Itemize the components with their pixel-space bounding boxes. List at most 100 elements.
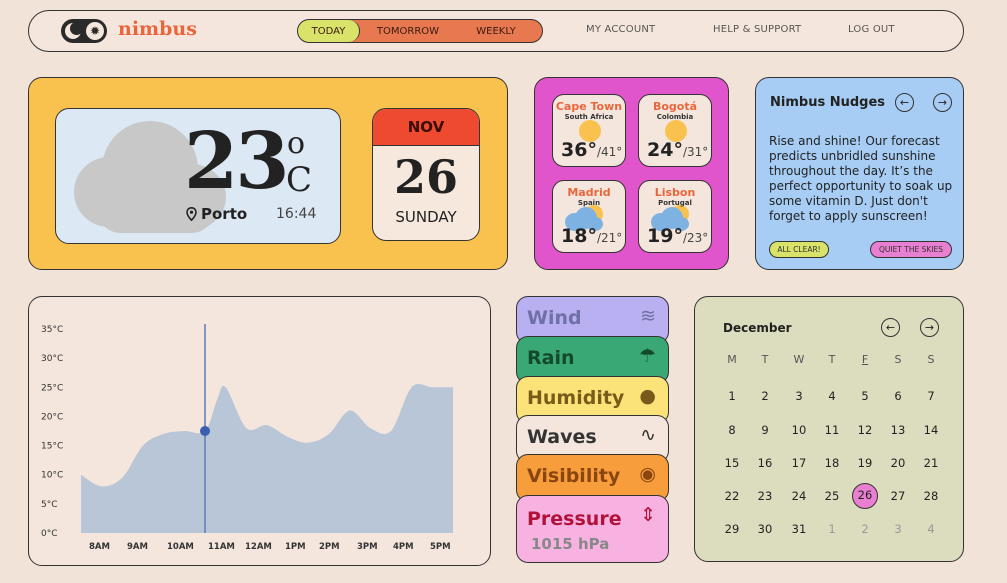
city-tile-lisbon[interactable]: Lisbon Portugal 19°/23° [638,180,712,253]
calendar-day[interactable]: 3 [894,522,902,536]
date-tile: NOV 26 SUNDAY [372,108,480,241]
calendar-weekday: M [727,353,737,366]
calendar-day[interactable]: 18 [824,456,840,470]
time-marker-dot[interactable] [200,426,210,436]
calendar-day[interactable]: 6 [894,389,902,403]
city-name: Madrid [567,186,611,199]
metric-label: Wind [527,307,582,329]
calendar-day[interactable]: 2 [861,522,869,536]
waves-icon: ∿ [640,424,656,446]
nudge-prev-button[interactable]: ← [895,93,914,112]
sun-icon: ✹ [86,22,104,40]
nudge-next-button[interactable]: → [933,93,952,112]
current-temperature: 23 [184,116,290,207]
calendar-day[interactable]: 13 [890,423,906,437]
city-country: Portugal [658,199,692,207]
pressure-value: 1015 hPa [531,535,610,553]
y-tick-label: 15°C [41,442,63,452]
sun-icon [579,120,601,142]
calendar-day[interactable]: 22 [724,489,740,503]
degree-symbol: o [287,126,306,161]
metric-label: Visibility [527,465,621,487]
metric-label: Rain [527,347,575,369]
calendar-prev-button[interactable]: ← [881,318,900,337]
calendar-day[interactable]: 24 [791,489,807,503]
calendar-day[interactable]: 4 [927,522,935,536]
pressure-arrows-icon: ⇕ [640,504,656,526]
calendar-day[interactable]: 8 [728,423,736,437]
calendar-day[interactable]: 1 [828,522,836,536]
calendar-day[interactable]: 19 [857,456,873,470]
calendar-day[interactable]: 28 [923,489,939,503]
calendar-day[interactable]: 30 [757,522,773,536]
tab-today[interactable]: TODAY [298,20,360,42]
calendar-day[interactable]: 23 [757,489,773,503]
city-country: Colombia [656,113,694,121]
y-tick-label: 10°C [41,471,63,481]
calendar-day[interactable]: 3 [795,389,803,403]
x-tick-label: 11AM [208,542,235,552]
calendar-day[interactable]: 29 [724,522,740,536]
calendar-weekday: T [761,353,769,366]
nav-log-out[interactable]: LOG OUT [848,24,895,35]
metric-label: Humidity [527,387,625,409]
x-tick-label: 9AM [127,542,148,552]
x-tick-label: 3PM [357,542,378,552]
temperature-area [81,384,453,533]
city-tile-madrid[interactable]: Madrid Spain 18°/21° [552,180,626,253]
calendar-day[interactable]: 27 [890,489,906,503]
x-tick-label: 10AM [167,542,194,552]
calendar-day[interactable]: 15 [724,456,740,470]
sun-icon [665,120,687,142]
metric-pressure[interactable]: Pressure 1015 hPa ⇕ [516,495,669,563]
temperature-chart-card: 0°C 5°C 10°C 15°C 20°C 25°C 30°C 35°C 8AM 9AM 10AM… [28,296,491,566]
tab-tomorrow[interactable]: TOMORROW [376,25,440,37]
calendar-day[interactable]: 12 [857,423,873,437]
calendar-day[interactable]: 1 [728,389,736,403]
calendar-day[interactable]: 14 [923,423,939,437]
x-tick-label: 2PM [319,542,340,552]
calendar-weekday: F [861,353,869,366]
calendar-next-button[interactable]: → [920,318,939,337]
calendar-day[interactable]: 16 [757,456,773,470]
city-tile-cape-town[interactable]: Cape Town South Africa 36°/41° [552,94,626,167]
calendar-day[interactable]: 4 [828,389,836,403]
y-tick-label: 35°C [41,325,63,335]
calendar-day[interactable]: 26 [852,483,878,509]
nudge-message: Rise and shine! Our forecast predicts un… [769,134,953,223]
theme-toggle[interactable]: ✹ [61,19,107,43]
city-temperature: 18°/21° [561,225,623,247]
calendar-day[interactable]: 9 [761,423,769,437]
x-tick-label: 4PM [393,542,414,552]
calendar-day[interactable]: 5 [861,389,869,403]
calendar-day[interactable]: 7 [927,389,935,403]
location: Porto [186,205,247,223]
calendar-day[interactable]: 31 [791,522,807,536]
city-country: South Africa [564,113,614,121]
calendar-day[interactable]: 10 [791,423,807,437]
city-tile-bogota[interactable]: Bogotá Colombia 24°/31° [638,94,712,167]
temperature-chart: 0°C 5°C 10°C 15°C 20°C 25°C 30°C 35°C 8AM 9AM 10AM… [41,324,453,552]
tab-weekly[interactable]: WEEKLY [476,25,516,37]
eye-icon: ◉ [639,463,656,485]
nav-my-account[interactable]: MY ACCOUNT [586,24,656,35]
calendar-day[interactable]: 17 [791,456,807,470]
quiet-skies-button[interactable]: QUIET THE SKIES [870,241,952,258]
calendar-weekday: S [927,353,935,366]
all-clear-button[interactable]: ALL CLEAR! [769,241,829,258]
calendar-day[interactable]: 2 [761,389,769,403]
y-tick-label: 30°C [41,354,63,364]
calendar-day[interactable]: 11 [824,423,840,437]
y-tick-label: 5°C [41,500,58,510]
city-name: Cape Town [555,100,623,113]
calendar-day[interactable]: 21 [923,456,939,470]
nav-help-support[interactable]: HELP & SUPPORT [713,24,802,35]
calendar-day[interactable]: 25 [824,489,840,503]
calendar-day[interactable]: 20 [890,456,906,470]
city-temperature: 19°/23° [647,225,709,247]
x-tick-label: 5PM [430,542,451,552]
rain-cloud-icon: ☂ [638,345,656,367]
city-country: Spain [577,199,601,207]
x-tick-label: 1PM [285,542,306,552]
location-pin-icon [186,207,197,221]
